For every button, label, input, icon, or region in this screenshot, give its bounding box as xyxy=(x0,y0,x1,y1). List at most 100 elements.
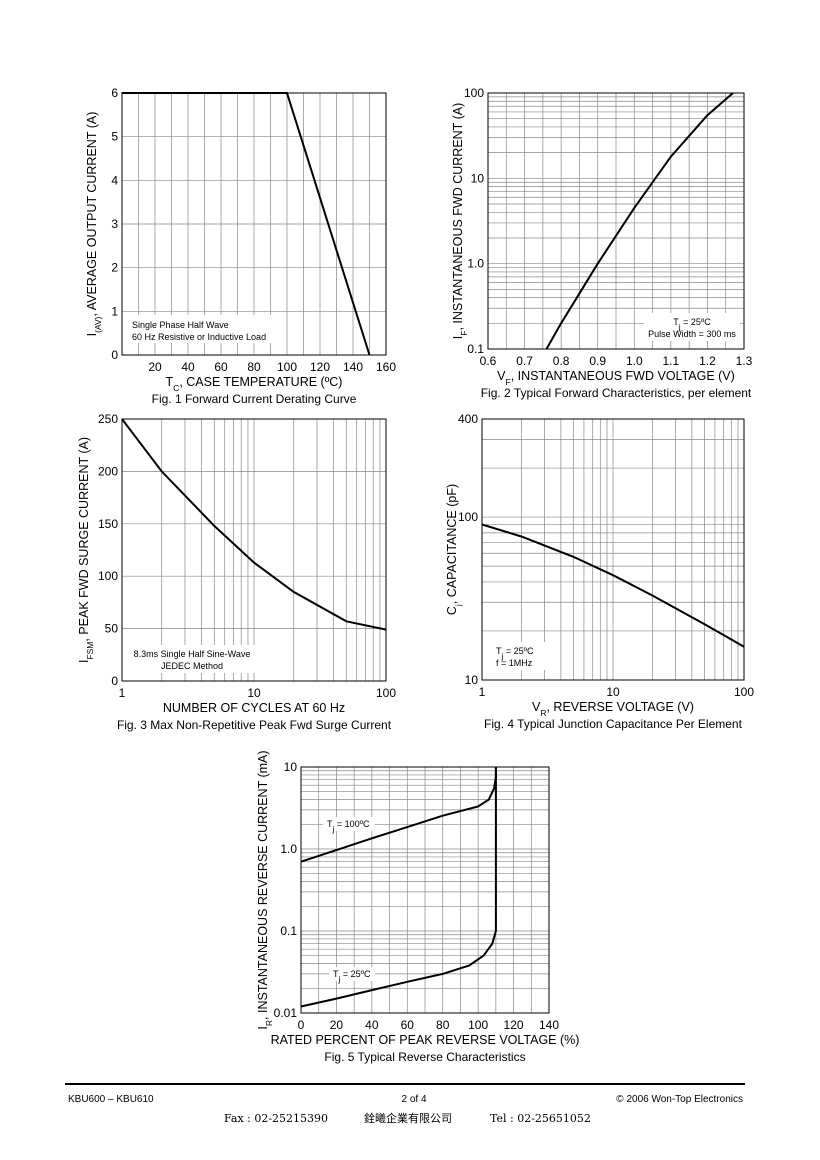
x-tick-label: 160 xyxy=(376,360,396,374)
series-label: Tj = 25ºC xyxy=(333,969,371,984)
y-tick-label: 10 xyxy=(284,760,298,774)
y-tick-label: 0.1 xyxy=(467,342,484,356)
x-tick-label: 0.9 xyxy=(589,354,606,368)
y-tick-label: 100 xyxy=(464,86,484,100)
x-axis-label: NUMBER OF CYCLES AT 60 Hz xyxy=(163,701,345,715)
x-tick-label: 1 xyxy=(479,685,486,699)
series-line-1 xyxy=(121,418,387,631)
x-tick-label: 60 xyxy=(214,360,228,374)
x-tick-label: 100 xyxy=(734,685,754,699)
plot-frame xyxy=(300,766,550,1014)
x-tick-label: 80 xyxy=(247,360,261,374)
x-axis-label: VF, INSTANTANEOUS FWD VOLTAGE (V) xyxy=(497,369,735,387)
plot-frame xyxy=(121,418,387,682)
figure-caption: Fig. 4 Typical Junction Capacitance Per … xyxy=(484,717,743,731)
x-tick-label: 120 xyxy=(504,1018,524,1032)
chart-fig5: 0 20 40 60 80 100 120 140 0.01 0.1 1.0 10 RATED PERC… xyxy=(256,750,579,1064)
note-text: Single Phase Half Wave xyxy=(132,320,229,330)
x-tick-label: 100 xyxy=(277,360,297,374)
y-tick-label: 3 xyxy=(111,217,118,231)
x-tick-label: 40 xyxy=(365,1018,379,1032)
series-label-background xyxy=(323,817,375,831)
y-tick-label: 10 xyxy=(471,171,485,185)
series-line-1 xyxy=(300,767,497,863)
y-axis-label: IF, INSTANTANEOUS FWD CURRENT (A) xyxy=(451,103,469,339)
x-tick-label: 40 xyxy=(181,360,195,374)
gridlines xyxy=(487,92,745,350)
x-tick-label: 0.8 xyxy=(553,354,570,368)
figure-caption: Fig. 1 Forward Current Derating Curve xyxy=(152,392,357,406)
note-text: 8.3ms Single Half Sine-Wave xyxy=(134,649,251,659)
y-tick-label: 400 xyxy=(458,412,478,426)
footer-fax: Fax : 02-25215390 xyxy=(224,1112,328,1125)
x-tick-label: 1.3 xyxy=(736,354,753,368)
x-tick-label: 20 xyxy=(330,1018,344,1032)
x-tick-label: 1.1 xyxy=(663,354,680,368)
y-tick-label: 0.01 xyxy=(274,1006,298,1020)
chart-fig2: 0.6 0.7 0.8 0.9 1.0 1.1 1.2 1.3 0.1 1.0 10 100 VF, I… xyxy=(451,86,753,400)
y-tick-label: 0.1 xyxy=(280,924,297,938)
series-line-1 xyxy=(122,92,371,356)
x-tick-label: 100 xyxy=(376,686,396,700)
x-tick-label: 100 xyxy=(468,1018,488,1032)
x-tick-label: 0.7 xyxy=(516,354,533,368)
note-background xyxy=(490,642,546,670)
x-tick-label: 1 xyxy=(119,686,126,700)
y-tick-label: 200 xyxy=(98,464,118,478)
x-tick-label: 0.6 xyxy=(480,354,497,368)
x-axis-label: VR, REVERSE VOLTAGE (V) xyxy=(532,700,694,718)
y-tick-label: 1.0 xyxy=(467,257,484,271)
x-tick-label: 20 xyxy=(148,360,162,374)
figure-caption: Fig. 5 Typical Reverse Characteristics xyxy=(324,1050,525,1064)
figure-caption: Fig. 2 Typical Forward Characteristics, … xyxy=(481,386,752,400)
x-tick-label: 140 xyxy=(343,360,363,374)
plot-frame xyxy=(481,418,745,681)
y-tick-label: 100 xyxy=(458,510,478,524)
x-axis-label: RATED PERCENT OF PEAK REVERSE VOLTAGE (%… xyxy=(271,1033,580,1047)
series-label: Tj = 100ºC xyxy=(327,819,370,834)
note-background xyxy=(126,645,258,673)
x-tick-label: 140 xyxy=(539,1018,559,1032)
y-tick-label: 5 xyxy=(111,130,118,144)
y-tick-label: 1 xyxy=(111,304,118,318)
x-tick-label: 1.2 xyxy=(699,354,716,368)
note-text: JEDEC Method xyxy=(161,661,223,671)
chart-fig3: 1 10 100 0 50 100 150 200 250 NUMBER OF CYCLES AT… xyxy=(77,412,396,732)
series-line-1 xyxy=(481,523,745,648)
footer-page: 2 of 4 xyxy=(401,1094,426,1105)
x-tick-label: 1.0 xyxy=(626,354,643,368)
y-tick-label: 6 xyxy=(111,86,118,100)
series-line-1 xyxy=(545,92,734,350)
note-text: f = 1MHz xyxy=(496,658,533,668)
y-axis-label: IR, INSTANTANEOUS REVERSE CURRENT (mA) xyxy=(256,750,274,1029)
figure-caption: Fig. 3 Max Non-Repetitive Peak Fwd Surge… xyxy=(117,718,392,732)
y-axis-label: Cj, CAPACITANCE (pF) xyxy=(445,484,463,615)
x-axis-label: TC, CASE TEMPERATURE (ºC) xyxy=(166,375,343,393)
note-text: Pulse Width = 300 ms xyxy=(648,329,736,339)
footer-company: 銓曦企業有限公司 xyxy=(364,1111,452,1125)
note-text: Tj = 25ºC xyxy=(673,317,711,332)
note-background xyxy=(126,315,286,343)
series-line-2 xyxy=(300,767,497,1008)
note-text: Tj = 25ºC xyxy=(496,646,534,661)
y-tick-label: 150 xyxy=(98,517,118,531)
footer-tel: Tel : 02-25651052 xyxy=(490,1112,591,1125)
y-tick-label: 10 xyxy=(465,673,479,687)
y-tick-label: 1.0 xyxy=(280,842,297,856)
y-tick-label: 0 xyxy=(111,348,118,362)
y-tick-label: 4 xyxy=(111,173,118,187)
y-tick-label: 2 xyxy=(111,261,118,275)
y-axis-label: IFSM, PEAK FWD SURGE CURRENT (A) xyxy=(77,437,95,663)
y-axis-label: I(AV), AVERAGE OUTPUT CURRENT (A) xyxy=(85,112,103,337)
note-text: 60 Hz Resistive or Inductive Load xyxy=(132,332,266,342)
footer-right: © 2006 Won-Top Electronics xyxy=(616,1094,743,1105)
note-background xyxy=(644,313,740,341)
y-tick-label: 250 xyxy=(98,412,118,426)
gridlines xyxy=(121,418,387,682)
footer-left: KBU600 – KBU610 xyxy=(68,1094,154,1105)
x-tick-label: 80 xyxy=(436,1018,450,1032)
y-tick-label: 100 xyxy=(98,569,118,583)
series-label-background xyxy=(329,967,375,981)
